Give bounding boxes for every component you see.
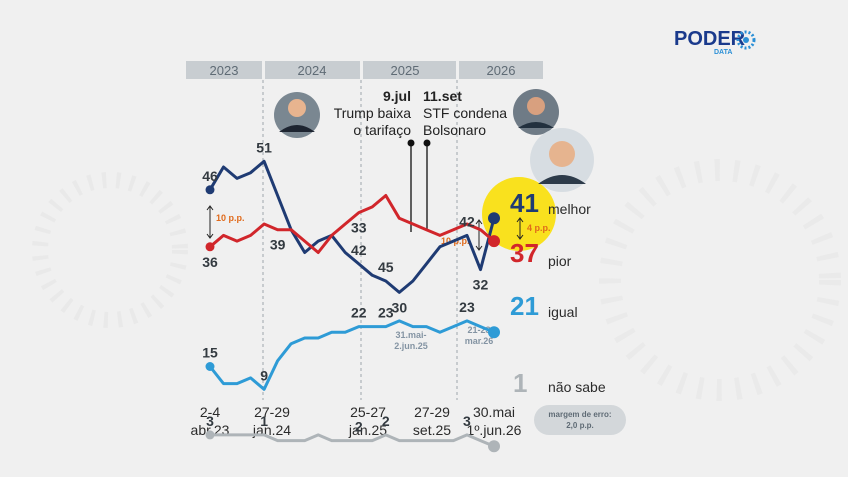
svg-text:31.mai-: 31.mai-: [395, 330, 426, 340]
data-label-nao-sabe-3: 2: [382, 413, 390, 429]
x-label-4-line1: 27-29: [414, 404, 450, 420]
gap-label-first: 10 p.p.: [216, 213, 245, 223]
year-bg-2023: [186, 61, 262, 79]
gap-label-last: 4 p.p.: [527, 223, 551, 233]
data-label-melhor-1: 51: [256, 139, 272, 155]
annotation-stf-line2: Bolsonaro: [423, 122, 486, 138]
annotation-stf-line1: STF condena: [423, 105, 507, 121]
final-value-melhor: 41: [510, 188, 539, 218]
svg-text:PODER: PODER: [674, 28, 746, 50]
x-label-4-line2: set.25: [413, 422, 451, 438]
data-label-nao-sabe-1: 1: [260, 413, 268, 429]
gap-last: 4 p.p.: [516, 217, 551, 240]
data-label-pior-0: 36: [202, 254, 218, 270]
year-2024: 2024: [298, 63, 327, 78]
final-value-nao-sabe: 1: [513, 368, 527, 398]
legend-nao-sabe: não sabe: [548, 379, 606, 395]
series-line-pior: [208, 194, 496, 254]
final-value-pior: 37: [510, 238, 539, 268]
data-label-igual-4: 23: [459, 299, 475, 315]
data-label-igual-2: 22: [351, 305, 367, 321]
year-separators: [262, 80, 458, 400]
annotation-tariff: 9.jul Trump baixa o tarifaço: [334, 88, 415, 232]
svg-text:2.jun.25: 2.jun.25: [394, 341, 428, 351]
data-label-melhor-3: 45: [378, 259, 394, 275]
year-2023: 2023: [210, 63, 239, 78]
end-point-igual: [488, 326, 500, 339]
svg-text:DATA: DATA: [714, 49, 732, 56]
margin-of-error-line1: margem de erro:: [548, 410, 611, 419]
portrait-lula: [530, 128, 594, 192]
data-label-pior-2: 33: [351, 220, 367, 236]
annotation-tariff-line1: Trump baixa: [334, 105, 412, 121]
end-point-pior: [488, 235, 500, 248]
data-label-melhor-2: 42: [351, 242, 367, 258]
data-label-melhor-6: 32: [473, 277, 489, 293]
data-label-igual-3: 23: [378, 305, 394, 321]
data-label-igual-0: 15: [202, 345, 218, 361]
final-value-igual: 21: [510, 291, 539, 321]
year-bg-2025: [363, 61, 456, 79]
margin-of-error-line2: 2,0 p.p.: [566, 421, 594, 430]
svg-text:mar.26: mar.26: [465, 336, 494, 346]
legend-pior: pior: [548, 253, 572, 269]
legend-igual: igual: [548, 304, 578, 320]
data-label-nao-sabe-2: 2: [355, 419, 363, 435]
annotation-tariff-date: 9.jul: [383, 88, 411, 104]
data-label-pior-1: 39: [270, 237, 286, 253]
end-point-nao-sabe: [488, 440, 500, 453]
data-label-nao-sabe-0: 3: [206, 413, 214, 429]
portrait-bolsonaro: [513, 89, 559, 135]
x-label-5-line2: 1º.jun.26: [467, 422, 522, 438]
margin-of-error: margem de erro: 2,0 p.p.: [534, 405, 626, 435]
annotation-stf: 11.set STF condena Bolsonaro: [423, 88, 507, 230]
series-lines: [205, 159, 500, 453]
year-bg-2026: [459, 61, 543, 79]
poderdata-logo: PODER DATA: [674, 28, 756, 56]
start-point-melhor: [205, 185, 215, 195]
data-label-nao-sabe-4: 3: [463, 413, 471, 429]
range-note-2026: 21-23 mar.26: [465, 325, 494, 346]
x-label-1-line1: 2-4: [200, 404, 220, 420]
start-point-pior: [205, 242, 215, 252]
data-label-igual-1: 9: [260, 367, 268, 383]
highlight-circle: [482, 177, 556, 251]
x-axis-labels: 2-4 abr.23 27-29 jan.24 25-27 jan.25 27-…: [191, 404, 522, 438]
svg-text:21-23: 21-23: [467, 325, 490, 335]
year-2026: 2026: [487, 63, 516, 78]
x-label-3-line1: 25-27: [350, 404, 386, 420]
legend-melhor: melhor: [548, 201, 591, 217]
background-rays: [32, 159, 841, 401]
start-point-nao-sabe: [205, 430, 215, 440]
gap-first: 10 p.p.: [206, 205, 245, 239]
end-point-melhor: [488, 212, 500, 225]
portrait-trump: [274, 92, 320, 138]
data-label-melhor-4: 30: [392, 299, 408, 315]
x-label-2-line1: 27-29: [254, 404, 290, 420]
series-line-melhor: [208, 159, 496, 294]
series-line-igual: [208, 319, 496, 391]
year-header: 2023 2024 2025 2026: [186, 61, 543, 79]
series-line-nao-sabe: [208, 433, 496, 448]
x-label-5-line1: 30.mai: [473, 404, 515, 420]
annotation-tariff-line2: o tarifaço: [353, 122, 411, 138]
x-label-3-line2: jan.25: [348, 422, 387, 438]
data-label-melhor-5: 42: [459, 213, 475, 229]
annotation-stf-date: 11.set: [423, 88, 462, 104]
year-2025: 2025: [391, 63, 420, 78]
logo-burst-icon: [736, 30, 756, 50]
start-point-igual: [205, 362, 215, 371]
range-note-2025: 31.mai- 2.jun.25: [394, 330, 428, 351]
data-label-melhor-0: 46: [202, 168, 218, 184]
year-bg-2024: [265, 61, 360, 79]
